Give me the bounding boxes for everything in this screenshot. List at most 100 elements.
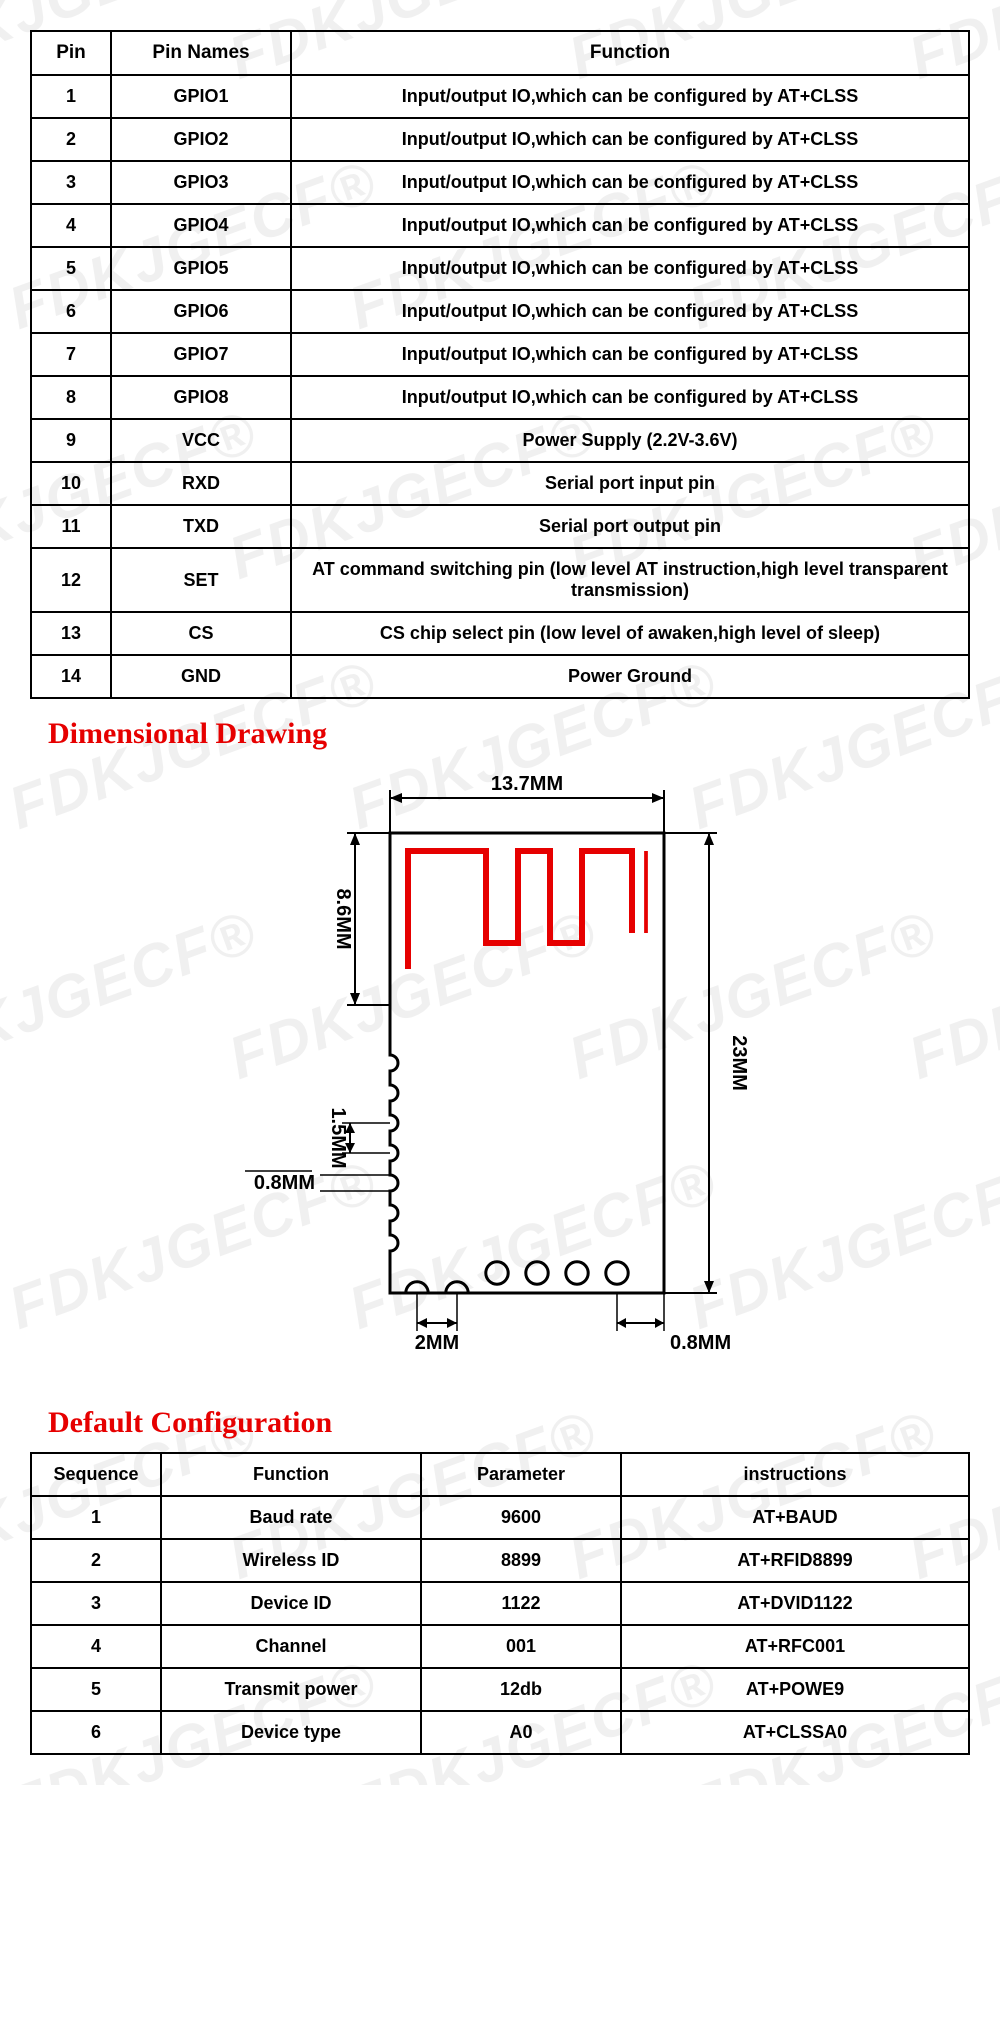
pin-cell-name: GPIO3: [111, 161, 291, 204]
table-row: 4Channel001AT+RFC001: [31, 1625, 969, 1668]
pin-cell-func: AT command switching pin (low level AT i…: [291, 548, 969, 612]
table-row: 7GPIO7Input/output IO,which can be confi…: [31, 333, 969, 376]
table-row: 6Device typeA0AT+CLSSA0: [31, 1711, 969, 1754]
cfg-cell: 001: [421, 1625, 621, 1668]
section-dimensional-drawing: Dimensional Drawing: [48, 717, 970, 751]
table-row: 10RXDSerial port input pin: [31, 462, 969, 505]
dimensional-drawing: 13.7MM23MM8.6MM0.8MM1.5MM2MM0.8MM: [30, 763, 970, 1388]
pin-cell-func: Input/output IO,which can be configured …: [291, 118, 969, 161]
cfg-cell: Channel: [161, 1625, 421, 1668]
cfg-cell: AT+POWE9: [621, 1668, 969, 1711]
cfg-header-seq: Sequence: [31, 1453, 161, 1496]
pin-cell-name: TXD: [111, 505, 291, 548]
pin-cell-func: Input/output IO,which can be configured …: [291, 247, 969, 290]
table-row: 11TXDSerial port output pin: [31, 505, 969, 548]
cfg-cell: AT+DVID1122: [621, 1582, 969, 1625]
cfg-cell: AT+RFID8899: [621, 1539, 969, 1582]
pin-cell-num: 8: [31, 376, 111, 419]
pin-header-function: Function: [291, 31, 969, 75]
cfg-cell: 5: [31, 1668, 161, 1711]
cfg-cell: 8899: [421, 1539, 621, 1582]
table-row: 5GPIO5Input/output IO,which can be confi…: [31, 247, 969, 290]
pin-cell-func: Power Supply (2.2V-3.6V): [291, 419, 969, 462]
pin-cell-func: CS chip select pin (low level of awaken,…: [291, 612, 969, 655]
cfg-cell: 6: [31, 1711, 161, 1754]
pin-cell-num: 7: [31, 333, 111, 376]
cfg-header-func: Function: [161, 1453, 421, 1496]
pin-cell-name: VCC: [111, 419, 291, 462]
pin-cell-name: GPIO2: [111, 118, 291, 161]
pin-table: Pin Pin Names Function 1GPIO1Input/outpu…: [30, 30, 970, 699]
pin-cell-func: Input/output IO,which can be configured …: [291, 290, 969, 333]
pin-cell-num: 6: [31, 290, 111, 333]
cfg-header-instr: instructions: [621, 1453, 969, 1496]
pin-cell-name: CS: [111, 612, 291, 655]
pin-cell-num: 12: [31, 548, 111, 612]
table-row: 13CSCS chip select pin (low level of awa…: [31, 612, 969, 655]
pin-cell-name: GPIO6: [111, 290, 291, 333]
pin-cell-num: 4: [31, 204, 111, 247]
cfg-cell: 1122: [421, 1582, 621, 1625]
pin-cell-num: 5: [31, 247, 111, 290]
pin-header-names: Pin Names: [111, 31, 291, 75]
pin-cell-name: GPIO1: [111, 75, 291, 118]
pin-cell-num: 2: [31, 118, 111, 161]
pin-cell-name: GPIO4: [111, 204, 291, 247]
svg-text:1.5MM: 1.5MM: [327, 1107, 349, 1168]
svg-text:0.8MM: 0.8MM: [670, 1332, 731, 1354]
svg-text:13.7MM: 13.7MM: [491, 773, 563, 795]
cfg-cell: A0: [421, 1711, 621, 1754]
pin-cell-name: GPIO7: [111, 333, 291, 376]
table-row: 3GPIO3Input/output IO,which can be confi…: [31, 161, 969, 204]
pin-cell-num: 11: [31, 505, 111, 548]
pin-cell-func: Input/output IO,which can be configured …: [291, 376, 969, 419]
cfg-cell: Transmit power: [161, 1668, 421, 1711]
table-row: 1GPIO1Input/output IO,which can be confi…: [31, 75, 969, 118]
table-row: 4GPIO4Input/output IO,which can be confi…: [31, 204, 969, 247]
cfg-cell: Baud rate: [161, 1496, 421, 1539]
table-row: 12SETAT command switching pin (low level…: [31, 548, 969, 612]
pin-cell-name: RXD: [111, 462, 291, 505]
table-row: 1Baud rate9600AT+BAUD: [31, 1496, 969, 1539]
cfg-cell: Device type: [161, 1711, 421, 1754]
pin-cell-func: Serial port input pin: [291, 462, 969, 505]
pin-cell-num: 14: [31, 655, 111, 698]
pin-cell-func: Input/output IO,which can be configured …: [291, 161, 969, 204]
table-row: 9VCCPower Supply (2.2V-3.6V): [31, 419, 969, 462]
table-row: 2GPIO2Input/output IO,which can be confi…: [31, 118, 969, 161]
pin-cell-num: 10: [31, 462, 111, 505]
table-row: 14GNDPower Ground: [31, 655, 969, 698]
drawing-svg: 13.7MM23MM8.6MM0.8MM1.5MM2MM0.8MM: [190, 763, 810, 1383]
pin-cell-func: Input/output IO,which can be configured …: [291, 333, 969, 376]
section-default-config: Default Configuration: [48, 1406, 970, 1440]
config-table: Sequence Function Parameter instructions…: [30, 1452, 970, 1755]
cfg-cell: 3: [31, 1582, 161, 1625]
pin-cell-name: SET: [111, 548, 291, 612]
svg-text:0.8MM: 0.8MM: [254, 1172, 315, 1194]
pin-cell-name: GND: [111, 655, 291, 698]
pin-cell-func: Serial port output pin: [291, 505, 969, 548]
pin-cell-name: GPIO8: [111, 376, 291, 419]
svg-text:23MM: 23MM: [728, 1035, 750, 1091]
cfg-cell: Device ID: [161, 1582, 421, 1625]
cfg-cell: AT+BAUD: [621, 1496, 969, 1539]
pin-cell-num: 1: [31, 75, 111, 118]
table-row: 8GPIO8Input/output IO,which can be confi…: [31, 376, 969, 419]
table-row: 5Transmit power12dbAT+POWE9: [31, 1668, 969, 1711]
table-row: 6GPIO6Input/output IO,which can be confi…: [31, 290, 969, 333]
cfg-cell: 4: [31, 1625, 161, 1668]
table-row: 3Device ID1122AT+DVID1122: [31, 1582, 969, 1625]
pin-cell-func: Input/output IO,which can be configured …: [291, 204, 969, 247]
pin-cell-func: Power Ground: [291, 655, 969, 698]
pin-cell-name: GPIO5: [111, 247, 291, 290]
pin-cell-func: Input/output IO,which can be configured …: [291, 75, 969, 118]
cfg-cell: 12db: [421, 1668, 621, 1711]
cfg-cell: 1: [31, 1496, 161, 1539]
pin-cell-num: 13: [31, 612, 111, 655]
cfg-header-param: Parameter: [421, 1453, 621, 1496]
table-row: 2Wireless ID8899AT+RFID8899: [31, 1539, 969, 1582]
pin-header-pin: Pin: [31, 31, 111, 75]
cfg-cell: Wireless ID: [161, 1539, 421, 1582]
pin-cell-num: 9: [31, 419, 111, 462]
cfg-cell: 9600: [421, 1496, 621, 1539]
